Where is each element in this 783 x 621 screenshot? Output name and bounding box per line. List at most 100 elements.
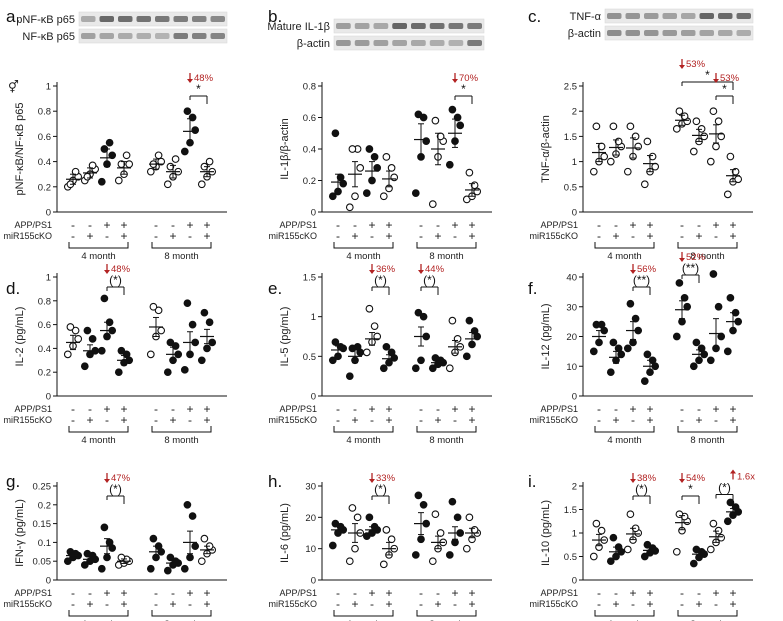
sign-mir: -	[370, 597, 374, 611]
y-axis-label: TNF-α/β-actin	[540, 115, 552, 183]
data-point	[623, 545, 632, 554]
sign-app: +	[629, 586, 636, 600]
sign-app: +	[120, 218, 127, 232]
data-point	[672, 547, 681, 556]
blot-band	[392, 40, 407, 46]
sign-app: +	[646, 218, 653, 232]
data-point	[634, 142, 643, 151]
data-point	[88, 161, 97, 170]
data-point	[163, 566, 172, 575]
data-point	[680, 293, 689, 302]
data-point	[331, 338, 340, 346]
data-point	[365, 304, 374, 313]
sig-marker: (*)	[109, 273, 122, 287]
y-tick-label: 0.5	[564, 552, 577, 563]
sign-mir: -	[419, 229, 423, 243]
data-point	[680, 112, 689, 121]
data-point	[382, 342, 391, 351]
data-point	[626, 299, 635, 308]
group-bracket	[677, 242, 738, 249]
data-point	[428, 364, 437, 373]
data-point	[414, 308, 423, 317]
y-tick-label: 0.25	[33, 482, 52, 493]
data-point	[700, 132, 709, 141]
y-tick-label: 0.2	[303, 176, 316, 187]
data-point	[114, 176, 123, 185]
blot-band	[681, 13, 696, 19]
data-point	[606, 557, 615, 566]
panel-b: b.Mature IL-1β β-actin 0 0.2 0.4 0.6 0.8 IL-1β/…	[267, 7, 492, 262]
sign-mir: +	[120, 229, 127, 243]
group-bracket	[594, 610, 655, 617]
sign-mir: +	[695, 597, 702, 611]
panel-letter: e.	[268, 279, 282, 298]
data-point	[382, 526, 391, 534]
blot-band	[467, 40, 482, 46]
sign-app: -	[436, 586, 440, 600]
blot-band	[99, 16, 114, 22]
data-point	[726, 152, 735, 161]
y-tick-label: 1.5	[303, 273, 316, 284]
sig-marker: (*)	[635, 482, 648, 496]
blot-band	[625, 30, 640, 36]
sign-mir: -	[680, 413, 684, 427]
sig-marker: (**)	[633, 273, 650, 287]
sign-mir: -	[71, 597, 75, 611]
percent-change: 70%	[459, 73, 479, 84]
percent-change: 33%	[376, 473, 396, 484]
y-tick-label: 0.6	[38, 320, 51, 331]
data-point	[629, 338, 637, 347]
data-point	[445, 160, 454, 169]
data-point	[356, 164, 365, 172]
blot-label: TNF-α	[570, 11, 602, 23]
data-point	[157, 326, 166, 335]
percent-change: 52%	[686, 252, 706, 263]
data-point	[465, 513, 474, 522]
sign-app: -	[353, 402, 357, 416]
change-arrowhead	[369, 270, 375, 274]
group-label: 8 month	[429, 619, 463, 621]
sign-app: +	[629, 402, 636, 416]
blot-band	[373, 40, 389, 46]
sign-app: +	[385, 218, 392, 232]
sign-mir: +	[729, 413, 736, 427]
change-arrowhead	[187, 79, 193, 83]
blot-band	[81, 16, 96, 22]
blot-band	[118, 16, 133, 22]
data-point	[205, 318, 214, 327]
sign-mir: +	[695, 413, 702, 427]
sign-mir: -	[154, 597, 158, 611]
sign-mir: +	[203, 413, 210, 427]
y-tick-label: 0.1	[38, 538, 51, 549]
sign-app: +	[368, 402, 375, 416]
sign-mir: +	[434, 597, 441, 611]
sign-mir: +	[646, 413, 653, 427]
row-label-mir: miR155cKO	[529, 231, 578, 241]
group-bracket	[333, 426, 394, 433]
data-point	[692, 545, 701, 554]
sign-app: +	[186, 586, 193, 600]
panel-letter: b.	[268, 7, 282, 26]
blot-strip	[78, 11, 228, 27]
data-point	[74, 335, 83, 343]
data-point	[71, 326, 80, 335]
sign-mir: -	[336, 597, 340, 611]
y-tick-label: 0	[572, 392, 577, 403]
data-point	[623, 344, 632, 353]
y-tick-label: 1	[46, 82, 51, 93]
group-label: 8 month	[164, 619, 198, 621]
sign-mir: +	[120, 597, 127, 611]
blot-band	[173, 33, 188, 39]
panel-g: g. 0 0.05 0.1 0.15 0.2 0.25 IFN-γ (pg/mL) (*)47%…	[3, 472, 227, 621]
row-label-app: APP/PS1	[14, 588, 52, 598]
blot-band	[718, 30, 733, 36]
data-point	[651, 162, 660, 171]
blot-band	[136, 33, 151, 39]
sign-mir: -	[631, 597, 635, 611]
sign-app: -	[419, 402, 423, 416]
blot-band	[699, 13, 714, 19]
data-point	[200, 534, 209, 543]
sig-marker: (*)	[423, 273, 436, 287]
y-tick-label: 0.5	[564, 182, 577, 193]
sign-app: +	[203, 218, 210, 232]
